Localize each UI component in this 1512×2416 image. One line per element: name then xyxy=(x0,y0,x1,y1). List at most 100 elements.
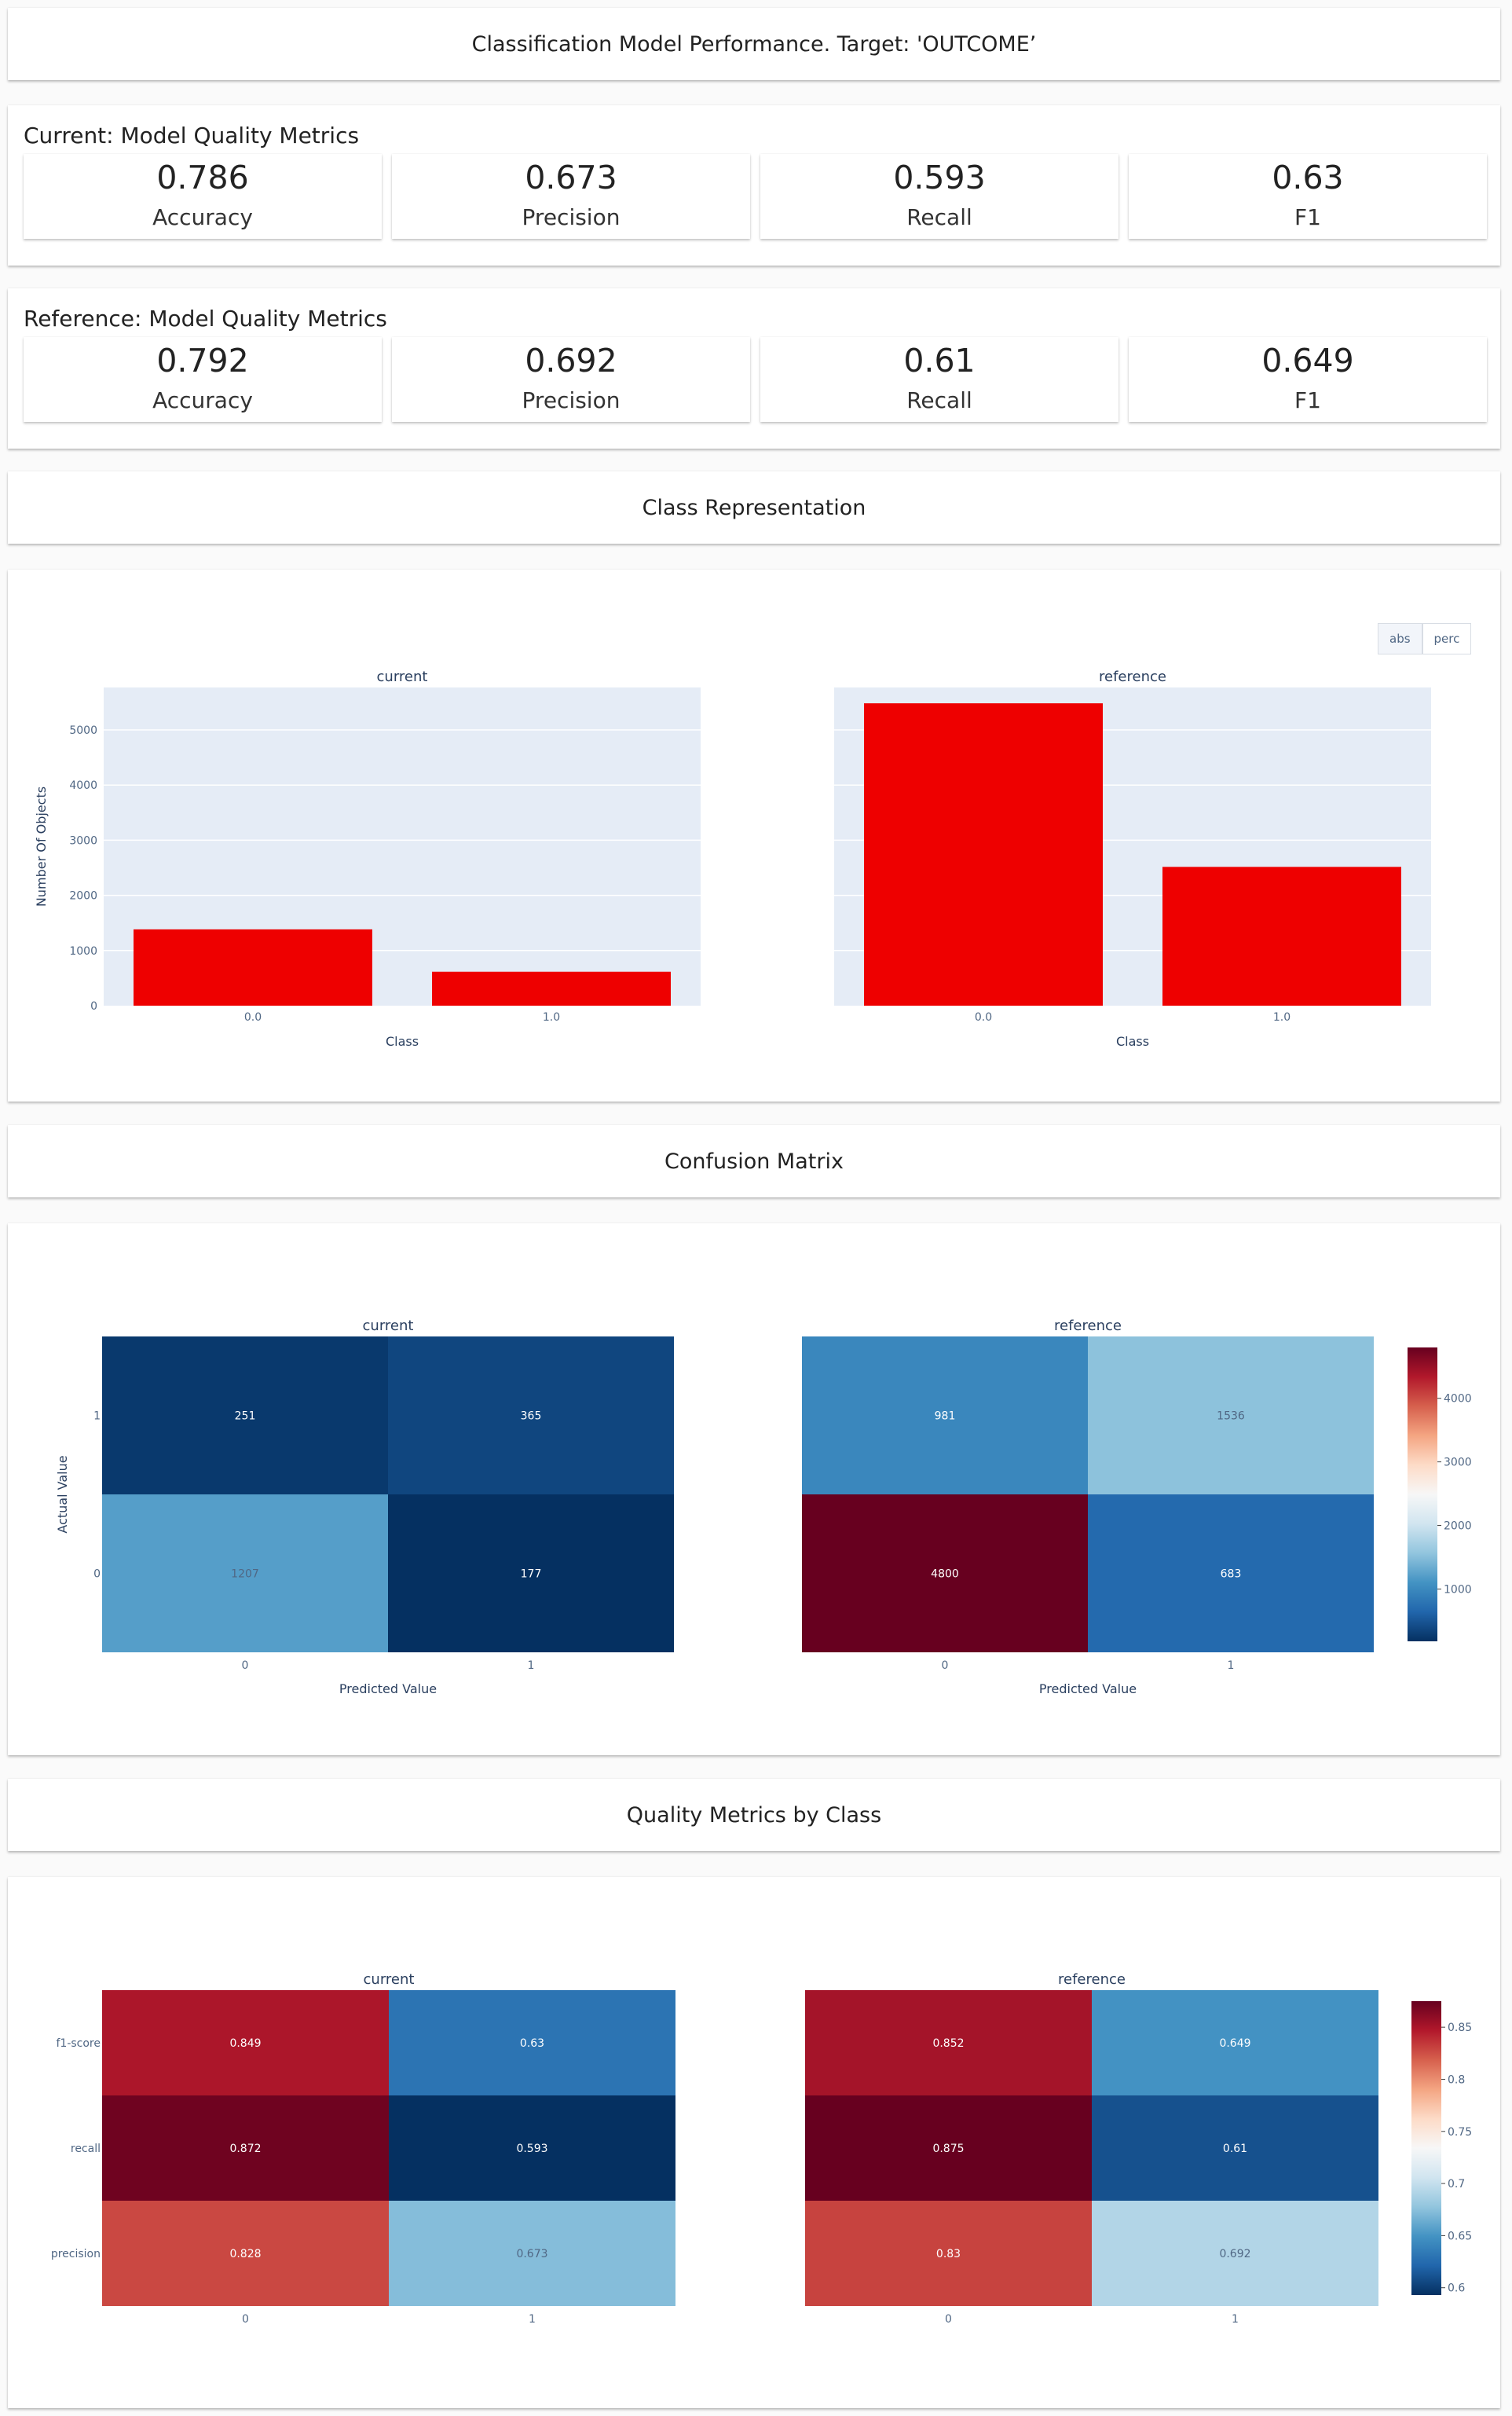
class-representation-chart: 0.0 1.0 current Class 0.0 1.0 reference Class 0 1… xyxy=(34,669,1431,1049)
cell-value-label: 0.828 xyxy=(229,2248,261,2260)
confusion-matrix-header: Confusion Matrix xyxy=(8,1125,1500,1197)
display-mode-toggle: abs perc xyxy=(1378,623,1472,654)
x-tick-label: 0.0 xyxy=(975,1011,992,1024)
cell-value-label: 0.649 xyxy=(1219,2037,1250,2050)
cell-value-label: 0.692 xyxy=(1219,2248,1250,2260)
heatmap-cell xyxy=(388,1336,674,1494)
x-tick-label: 0 xyxy=(242,1659,249,1672)
metric-label: F1 xyxy=(1294,387,1321,413)
subplot-title: current xyxy=(363,1318,414,1334)
metric-label: Accuracy xyxy=(152,204,253,230)
cell-value-label: 251 xyxy=(235,1410,256,1423)
colorbar-tick-label: 1000 xyxy=(1444,1583,1472,1596)
reference-precision-tile: 0.692 Precision xyxy=(392,337,750,422)
y-axis-label: Number Of Objects xyxy=(34,786,49,907)
cell-value-label: 1536 xyxy=(1217,1410,1245,1423)
y-tick-label: recall xyxy=(71,2143,101,2155)
cell-value-label: 0.875 xyxy=(932,2143,964,2155)
current-recall-tile: 0.593 Recall xyxy=(760,154,1118,239)
colorbar-tick-label: 0.7 xyxy=(1448,2178,1465,2191)
section-title: Confusion Matrix xyxy=(664,1149,844,1174)
heatmap-cell xyxy=(1092,1990,1378,2095)
cell-value-label: 683 xyxy=(1221,1568,1242,1581)
metric-label: Precision xyxy=(522,204,621,230)
colorbar-tick-label: 4000 xyxy=(1444,1393,1472,1406)
heatmap-cell xyxy=(388,1494,674,1652)
bar-1.0 xyxy=(1162,867,1401,1006)
cell-value-label: 1207 xyxy=(231,1568,259,1581)
y-tick-label: 0 xyxy=(93,1568,101,1581)
cell-value-label: 0.61 xyxy=(1223,2143,1247,2155)
bar-0.0 xyxy=(134,929,372,1006)
x-axis-label: Predicted Value xyxy=(339,1681,437,1696)
subplot-title: current xyxy=(377,669,428,685)
report-header: Classification Model Performance. Target… xyxy=(8,8,1500,80)
current-metrics-title: Current: Model Quality Metrics xyxy=(24,123,360,148)
y-tick-label: 4000 xyxy=(69,779,97,792)
confusion-matrix-chart: 251 365 1207 177 0 1 current Predicted Value 981… xyxy=(55,1318,1472,1696)
x-tick-label: 1 xyxy=(1232,2313,1239,2326)
heatmap-cell xyxy=(1088,1336,1374,1494)
current-f1-tile: 0.63 F1 xyxy=(1129,154,1487,239)
x-axis-label: Class xyxy=(1116,1034,1149,1049)
x-tick-label: 0.0 xyxy=(244,1011,262,1024)
metric-value: 0.786 xyxy=(156,159,249,196)
cell-value-label: 981 xyxy=(935,1410,956,1423)
x-axis-label: Class xyxy=(386,1034,419,1049)
subplot-title: current xyxy=(364,1971,415,1988)
heatmap-cell xyxy=(102,2095,389,2201)
y-tick-label: 2000 xyxy=(69,890,97,903)
metric-value: 0.673 xyxy=(525,159,617,196)
cell-value-label: 0.83 xyxy=(936,2248,961,2260)
metric-value: 0.593 xyxy=(893,159,986,196)
bar-0.0 xyxy=(864,703,1103,1006)
subplot-title: reference xyxy=(1058,1971,1126,1988)
x-tick-label: 0 xyxy=(242,2313,249,2326)
heatmap-cell xyxy=(805,2095,1092,2201)
colorbar xyxy=(1408,1347,1437,1641)
y-tick-label: 1 xyxy=(93,1410,101,1423)
heatmap-cell xyxy=(802,1494,1088,1652)
heatmap-cell xyxy=(102,1990,389,2095)
x-axis-label: Predicted Value xyxy=(1039,1681,1137,1696)
cell-value-label: 0.593 xyxy=(516,2143,547,2155)
current-metrics-card: Current: Model Quality Metrics 0.786 Acc… xyxy=(8,105,1500,266)
y-tick-label: 0 xyxy=(90,1000,97,1013)
heatmap-cell xyxy=(802,1336,1088,1494)
metric-label: Accuracy xyxy=(152,387,253,413)
colorbar-tick-label: 0.6 xyxy=(1448,2282,1465,2295)
reference-metrics-card: Reference: Model Quality Metrics 0.792 A… xyxy=(8,288,1500,449)
y-tick-label: 1000 xyxy=(69,945,97,958)
metric-label: Recall xyxy=(906,204,972,230)
x-tick-label: 1.0 xyxy=(543,1011,560,1024)
bar-1.0 xyxy=(432,971,671,1006)
current-precision-tile: 0.673 Precision xyxy=(392,154,750,239)
colorbar-tick-label: 0.65 xyxy=(1448,2230,1472,2242)
heatmap-cell xyxy=(1088,1494,1374,1652)
cell-value-label: 0.673 xyxy=(516,2248,547,2260)
cell-value-label: 4800 xyxy=(931,1568,959,1581)
reference-metrics-title: Reference: Model Quality Metrics xyxy=(24,306,387,332)
heatmap-cell xyxy=(389,1990,675,2095)
section-title: Class Representation xyxy=(642,495,866,520)
x-tick-label: 1 xyxy=(529,2313,536,2326)
colorbar-tick-label: 0.85 xyxy=(1448,2022,1472,2034)
perc-button[interactable]: perc xyxy=(1422,623,1472,654)
metric-label: Precision xyxy=(522,387,621,413)
abs-button[interactable]: abs xyxy=(1378,623,1422,654)
colorbar xyxy=(1411,2001,1441,2295)
y-tick-label: f1-score xyxy=(56,2037,101,2050)
y-tick-label: 3000 xyxy=(69,834,97,847)
reference-recall-tile: 0.61 Recall xyxy=(760,337,1118,422)
colorbar-tick-label: 2000 xyxy=(1444,1520,1472,1533)
y-tick-label: precision xyxy=(51,2248,101,2260)
metric-value: 0.61 xyxy=(903,342,976,379)
quality-metrics-card: 0.849 0.63 0.872 0.593 0.828 0.673 0 1 current 0.… xyxy=(8,1877,1500,2408)
y-axis-label: Actual Value xyxy=(55,1455,70,1533)
colorbar-tick-label: 3000 xyxy=(1444,1457,1472,1469)
heatmap-cell xyxy=(805,2201,1092,2306)
x-tick-label: 1 xyxy=(528,1659,535,1672)
heatmap-cell xyxy=(102,1336,388,1494)
metric-value: 0.792 xyxy=(156,342,249,379)
subplot-title: reference xyxy=(1099,669,1166,685)
